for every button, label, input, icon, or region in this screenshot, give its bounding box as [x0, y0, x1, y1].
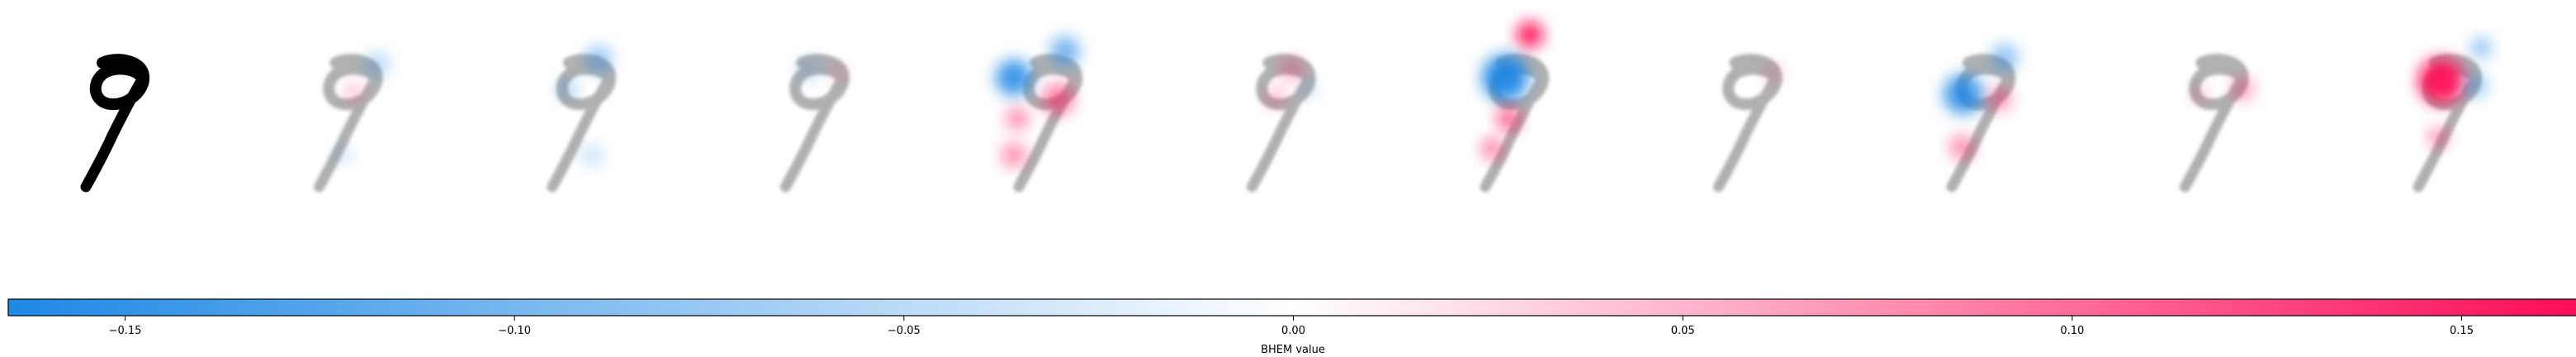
attribution-blob [1044, 84, 1073, 114]
colorbar-tick-label: −0.15 [109, 325, 142, 337]
colorbar: −0.15 −0.10 −0.05 0.00 0.05 0.10 0.15 BHEM val… [7, 298, 2576, 356]
attribution-blob [365, 53, 389, 76]
attribution-blob [1482, 139, 1502, 159]
attribution-blob [1002, 144, 1025, 167]
attribution-blob [585, 46, 612, 73]
explanation-heatmap [552, 46, 612, 187]
attribution-blob [1050, 36, 1080, 66]
attribution-blob [797, 58, 821, 81]
attribution-blob [1300, 81, 1317, 98]
attribution-blob [2231, 78, 2255, 101]
colorbar-tick-label: 0.15 [2450, 325, 2474, 337]
colorbar-tick-label: −0.10 [498, 325, 531, 337]
explanation-heatmap [320, 53, 389, 187]
attribution-blob [343, 83, 364, 102]
attribution-blob [334, 147, 351, 164]
attribution-blob [2471, 38, 2491, 58]
digit-strokes [86, 60, 144, 187]
explanation-heatmap [996, 36, 1080, 187]
digit-underlay [320, 60, 377, 187]
colorbar-gradient [7, 298, 2576, 317]
attribution-blob [1991, 45, 2018, 71]
attribution-blob [2418, 58, 2465, 104]
attribution-blob [830, 64, 847, 81]
digit-underlay [2185, 60, 2243, 187]
attribution-blob [2191, 86, 2209, 102]
attribution-blob [996, 60, 1032, 96]
digit-underlay [552, 60, 610, 187]
colorbar-tick-label: −0.05 [888, 325, 921, 337]
attribution-blob [1265, 88, 1286, 107]
attribution-blob [1763, 63, 1783, 83]
colorbar-tick-label: 0.10 [2060, 325, 2084, 337]
colorbar-ticks: −0.15 −0.10 −0.05 0.00 0.05 0.10 0.15 [109, 316, 2474, 337]
attribution-blob [1497, 107, 1520, 131]
colorbar-tick-label: 0.05 [1671, 325, 1695, 337]
attribution-blob [1988, 88, 2011, 111]
colorbar-tick-label: 0.00 [1281, 325, 1305, 337]
attribution-blob [1280, 58, 1304, 81]
attribution-blob [1482, 55, 1528, 101]
attribution-blob [557, 79, 577, 99]
explanation-heatmap [2418, 38, 2491, 187]
digit-underlay [1252, 60, 1310, 187]
attribution-blob [1950, 136, 1973, 159]
attribution-blob [1006, 107, 1029, 131]
explanation-heatmap [1719, 60, 1783, 187]
image-panels [86, 21, 2491, 187]
attribution-blob [582, 145, 602, 165]
attribution-blob [2465, 74, 2488, 98]
attribution-blob [1944, 74, 1983, 114]
attribution-blob [2428, 127, 2448, 147]
explanation-heatmap [786, 58, 847, 187]
explanation-heatmap [1482, 21, 1543, 187]
explanation-heatmap [1252, 58, 1317, 187]
explanation-heatmap [1944, 45, 2018, 187]
original-digit-image [86, 60, 144, 187]
colorbar-label: BHEM value [1261, 344, 1325, 356]
attribution-blob [1517, 21, 1543, 48]
explanation-heatmap [2185, 60, 2255, 187]
